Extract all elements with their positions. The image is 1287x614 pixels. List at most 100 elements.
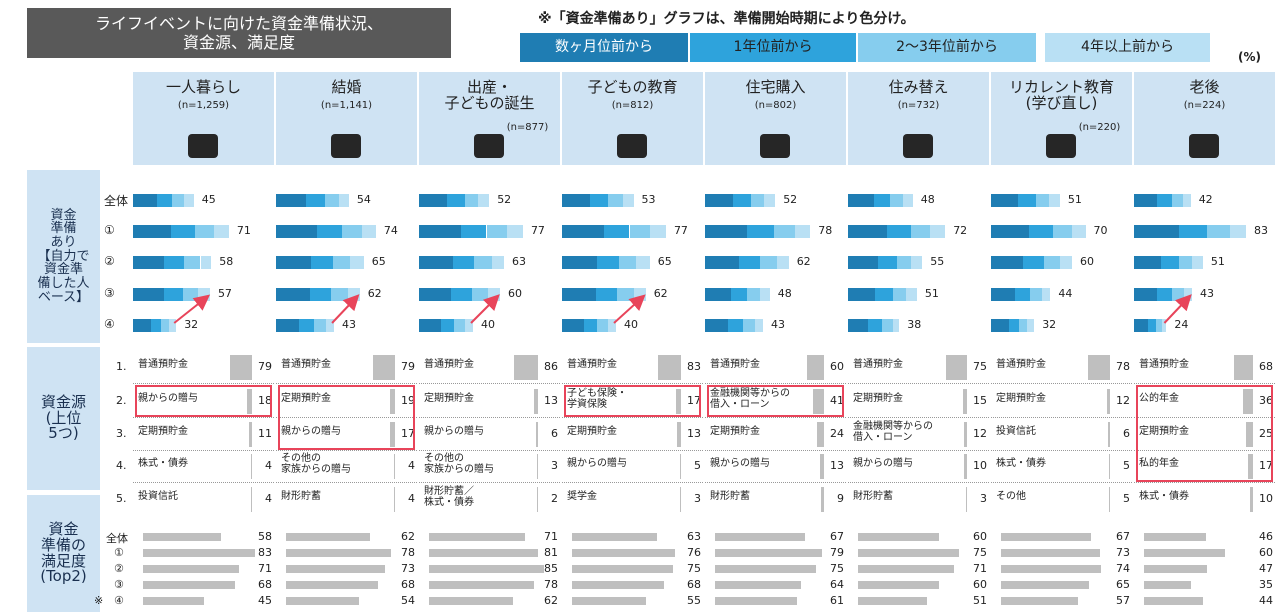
- event-n: (n=812): [611, 100, 654, 111]
- source-value: 78: [1116, 360, 1130, 373]
- prep-bar-segment: [1229, 225, 1247, 238]
- prep-bar-segment: [316, 225, 343, 238]
- satisfaction-bar: [572, 533, 658, 541]
- prep-bar-segment: [991, 225, 1029, 238]
- prep-bar-segment: [991, 194, 1018, 207]
- source-name: 定期預貯金: [138, 426, 188, 437]
- prep-bar-segment: [447, 194, 465, 207]
- prep-bar-segment: [889, 194, 904, 207]
- source-bar: [964, 454, 967, 479]
- legend-item: 4年以上前から: [1045, 33, 1210, 62]
- satisfaction-bar: [1144, 581, 1192, 589]
- source-value: 24: [830, 427, 844, 440]
- prep-bar-segment: [629, 225, 650, 238]
- source-name: 定期預貯金: [281, 393, 331, 404]
- source-name: 普通預貯金: [138, 359, 188, 370]
- satisfaction-value: 75: [687, 562, 701, 575]
- prep-bar-segment: [1027, 319, 1035, 332]
- source-name: 親からの贈与: [281, 426, 341, 437]
- satisfaction-bar: [572, 581, 664, 589]
- section-label: 資金 準備 あり 【自力で 資金準 備した人 ベース】: [27, 170, 100, 343]
- event-icon: [1189, 134, 1219, 158]
- satisfaction-value: 62: [401, 530, 415, 543]
- satisfaction-value: 71: [258, 562, 272, 575]
- prep-bar-segment: [1134, 225, 1179, 238]
- prep-total-label: 83: [1254, 224, 1269, 237]
- satisfaction-bar: [143, 597, 204, 605]
- event-n: (n=224): [1183, 100, 1226, 111]
- satisfaction-bar: [858, 597, 927, 605]
- row-separator: [848, 383, 989, 384]
- source-name: 普通預貯金: [853, 359, 903, 370]
- prep-bar-segment: [1155, 319, 1163, 332]
- prep-bar-segment: [881, 319, 893, 332]
- source-name: 財形貯蓄: [281, 491, 321, 502]
- source-name: 公的年金: [1139, 393, 1179, 404]
- source-name: 子ども保険・ 学資保険: [567, 388, 627, 410]
- event-name: 住宅購入: [745, 78, 806, 96]
- satisfaction-value: 67: [1116, 530, 1130, 543]
- prep-bar-segment: [161, 319, 170, 332]
- prep-bar-segment: [133, 194, 158, 207]
- satisfaction-value: 73: [1116, 546, 1130, 559]
- legend-item: 数ヶ月位前から: [520, 33, 688, 62]
- prep-bar-segment: [562, 256, 598, 269]
- satisfaction-bar: [429, 597, 513, 605]
- highlight-box: [278, 385, 415, 450]
- prep-bar-segment: [150, 319, 162, 332]
- prep-bar-segment: [562, 194, 591, 207]
- source-bar: [679, 454, 681, 479]
- prep-total-label: 44: [1058, 287, 1073, 300]
- source-value: 2: [551, 492, 558, 505]
- source-bar: [372, 355, 395, 380]
- prep-bar-segment: [750, 194, 765, 207]
- row-label: ③: [114, 578, 124, 591]
- satisfaction-value: 71: [973, 562, 987, 575]
- row-label: ①: [114, 546, 124, 559]
- satisfaction-bar: [429, 549, 539, 557]
- source-value: 75: [973, 360, 987, 373]
- row-separator: [1134, 417, 1275, 418]
- prep-bar-segment: [474, 256, 492, 269]
- satisfaction-bar: [1001, 565, 1101, 573]
- prep-bar-segment: [362, 225, 376, 238]
- source-name: 投資信託: [138, 491, 178, 502]
- prep-total-label: 77: [530, 224, 545, 237]
- prep-bar-segment: [848, 194, 874, 207]
- prep-bar-segment: [1015, 288, 1031, 301]
- satisfaction-value: 75: [830, 562, 844, 575]
- prep-bar-segment: [133, 288, 165, 301]
- satisfaction-bar: [858, 549, 960, 557]
- prep-bar-segment: [195, 225, 214, 238]
- prep-bar-segment: [339, 194, 349, 207]
- event-icon: [331, 134, 361, 158]
- event-icon: [903, 134, 933, 158]
- prep-total-label: 78: [818, 224, 833, 237]
- source-value: 68: [1259, 360, 1273, 373]
- prep-total-label: 71: [236, 224, 251, 237]
- satisfaction-bar: [715, 565, 817, 573]
- prep-bar-segment: [760, 288, 770, 301]
- source-name: 普通預貯金: [1139, 359, 1189, 370]
- source-value: 9: [837, 492, 844, 505]
- prep-bar-segment: [419, 256, 453, 269]
- prep-bar-segment: [1008, 319, 1020, 332]
- source-bar: [393, 454, 395, 479]
- source-bar: [536, 422, 538, 447]
- prep-total-label: 60: [1080, 255, 1094, 268]
- source-name: 金融機関等からの 借入・ローン: [853, 421, 933, 443]
- source-name: 親からの贈与: [710, 458, 770, 469]
- prep-bar-segment: [164, 288, 183, 301]
- satisfaction-bar: [572, 565, 674, 573]
- satisfaction-value: 83: [258, 546, 272, 559]
- prep-total-label: 60: [508, 287, 522, 300]
- prep-total-label: 40: [481, 318, 495, 331]
- prep-total-label: 74: [383, 224, 398, 237]
- event-name: 出産・ 子どもの誕生: [444, 78, 535, 112]
- satisfaction-bar: [715, 581, 802, 589]
- rank-label: 1.: [116, 360, 127, 373]
- satisfaction-value: 55: [687, 594, 701, 607]
- satisfaction-bar: [858, 533, 939, 541]
- source-name: 定期預貯金: [424, 393, 474, 404]
- row-separator: [1134, 482, 1275, 483]
